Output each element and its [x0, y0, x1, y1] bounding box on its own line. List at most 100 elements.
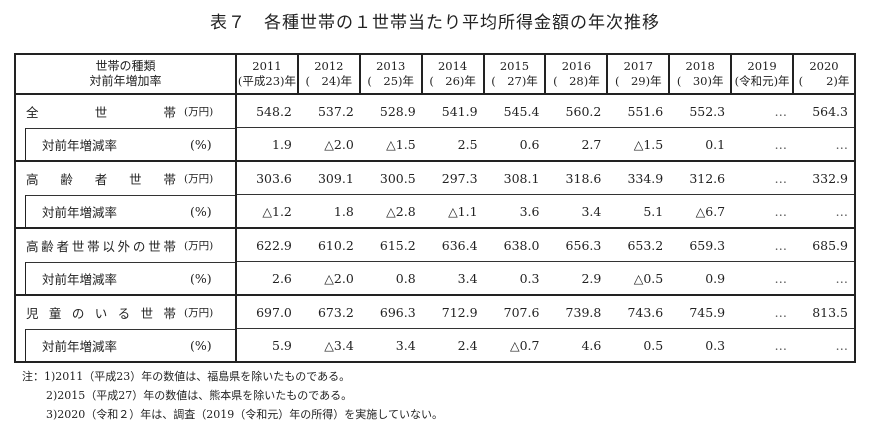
value-cell: 656.3 [545, 227, 608, 262]
header-year-2016: 2016( 28)年 [544, 53, 609, 95]
year: 2018 [685, 59, 715, 73]
value-cell: 297.3 [421, 160, 484, 195]
era: ( 2)年 [798, 74, 850, 88]
household-type: 高齢者世帯 [26, 171, 176, 187]
rate-label: 対前年増減率 (%) [15, 261, 237, 295]
rate-cell: △1.2 [236, 194, 298, 228]
rate-label-text: 対前年増減率 [42, 137, 118, 153]
table-row-rate: 対前年増減率 (%) 2.6 △2.0 0.8 3.4 0.3 2.9 △0.5 0.9…… [15, 261, 855, 295]
rate-cell: 3.4 [421, 261, 484, 295]
value-cell: 551.6 [607, 93, 670, 128]
rate-cell: 1.8 [297, 194, 360, 228]
value-cell: 696.3 [359, 294, 422, 329]
year: 2015 [499, 59, 530, 73]
value-cell: … [731, 294, 794, 329]
value-cell: 685.9 [793, 227, 855, 262]
value-cell: 560.2 [545, 93, 608, 128]
era: ( 28)年 [553, 74, 600, 88]
rate-unit: (%) [190, 203, 212, 219]
rate-cell: 0.3 [669, 328, 732, 362]
header-year-2013: 2013( 25)年 [358, 53, 423, 95]
rate-cell: 0.1 [669, 127, 732, 161]
note-1: 注：1)2011（平成23）年の数値は、福島県を除いたものである。 [22, 370, 351, 383]
header-year-2019: 2019 (令和元)年 [730, 53, 795, 95]
value-cell: … [731, 160, 794, 195]
value-cell: 318.6 [545, 160, 608, 195]
rate-label-text: 対前年増減率 [42, 271, 118, 287]
rate-cell: 5.1 [607, 194, 670, 228]
rate-cell: … [793, 194, 855, 228]
rate-cell: 2.4 [421, 328, 484, 362]
rate-label: 対前年増減率 (%) [15, 328, 237, 362]
row-label: 児童のいる世帯 (万円) [15, 294, 237, 329]
rate-cell: 2.5 [421, 127, 484, 161]
value-cell: 541.9 [421, 93, 484, 128]
era: ( 29)年 [614, 74, 662, 88]
unit: (万円) [184, 105, 214, 118]
rate-cell: △2.8 [359, 194, 422, 228]
row-label: 高齢者世帯以外の世帯 (万円) [15, 227, 237, 262]
value-cell: 707.6 [483, 294, 546, 329]
year: 2012 [314, 59, 344, 73]
unit: (万円) [184, 306, 214, 319]
year: 2017 [623, 59, 653, 73]
rate-cell: 5.9 [236, 328, 298, 362]
header-year-2017: 2017( 29)年 [606, 53, 671, 95]
rate-cell: 0.6 [483, 127, 546, 161]
rate-cell: 2.7 [545, 127, 608, 161]
header-label-line1: 世帯の種類 [95, 59, 156, 73]
rate-label: 対前年増減率 (%) [15, 127, 237, 161]
rate-cell: 0.8 [359, 261, 422, 295]
value-cell: 552.3 [669, 93, 732, 128]
header-row: 世帯の種類 対前年増加率 2011 (平成23)年 2012( 24)年 2013( … [14, 53, 856, 95]
table-row: 高齢者世帯以外の世帯 (万円) 622.9 610.2 615.2 636.4 638.0 6… [15, 227, 855, 262]
rate-cell: 4.6 [545, 328, 608, 362]
income-table: 世帯の種類 対前年増加率 2011 (平成23)年 2012( 24)年 2013( … [14, 53, 856, 363]
value-cell: 300.5 [359, 160, 422, 195]
rate-cell: 0.5 [607, 328, 670, 362]
value-cell: 528.9 [359, 93, 422, 128]
table-row-rate: 対前年増減率 (%) 5.9 △3.4 3.4 2.4 △0.7 4.6 0.5 0.3…… [15, 328, 855, 362]
rate-cell: … [793, 328, 855, 362]
rate-cell: … [793, 261, 855, 295]
note-3: 3)2020（令和２）年は、調査（2019（令和元）年の所得）を実施していない。 [46, 408, 443, 421]
value-cell: 610.2 [297, 227, 360, 262]
rate-cell: 3.6 [483, 194, 546, 228]
rate-label: 対前年増減率 (%) [15, 194, 237, 228]
rate-cell: … [793, 127, 855, 161]
rate-cell: … [731, 127, 794, 161]
table-row: 児童のいる世帯 (万円) 697.0 673.2 696.3 712.9 707.6 739.… [15, 294, 855, 329]
year: 2014 [437, 59, 468, 73]
value-cell: 745.9 [669, 294, 732, 329]
rate-cell: 3.4 [545, 194, 608, 228]
rate-cell: △0.5 [607, 261, 670, 295]
rate-cell: △3.4 [297, 328, 360, 362]
rate-cell: 3.4 [359, 328, 422, 362]
table-row: 高齢者世帯 (万円) 303.6 309.1 300.5 297.3 308.1 318.6 3… [15, 160, 855, 195]
rate-cell: 2.6 [236, 261, 298, 295]
era: ( 25)年 [367, 74, 415, 88]
year: 2013 [376, 59, 406, 73]
value-cell: 712.9 [421, 294, 484, 329]
value-cell: … [731, 93, 794, 128]
row-label: 全世帯 (万円) [15, 93, 237, 128]
notes: 注：1)2011（平成23）年の数値は、福島県を除いたものである。 2)2015… [22, 367, 443, 424]
rate-unit: (%) [190, 337, 212, 353]
rate-cell: 1.9 [236, 127, 298, 161]
value-cell: 303.6 [236, 160, 298, 195]
rate-cell: … [731, 261, 794, 295]
value-cell: 312.6 [669, 160, 732, 195]
rate-unit: (%) [190, 270, 212, 286]
value-cell: 564.3 [793, 93, 855, 128]
unit: (万円) [184, 172, 214, 185]
header-year-2015: 2015( 27)年 [482, 53, 547, 95]
header-year-2014: 2014( 26)年 [420, 53, 485, 95]
value-cell: 537.2 [297, 93, 360, 128]
rate-label-text: 対前年増減率 [42, 204, 118, 220]
value-cell: 638.0 [483, 227, 546, 262]
value-cell: … [731, 227, 794, 262]
value-cell: 636.4 [421, 227, 484, 262]
rate-cell: … [731, 194, 794, 228]
rate-label-text: 対前年増減率 [42, 338, 118, 354]
header-year-2020: 2020( 2)年 [792, 53, 856, 95]
